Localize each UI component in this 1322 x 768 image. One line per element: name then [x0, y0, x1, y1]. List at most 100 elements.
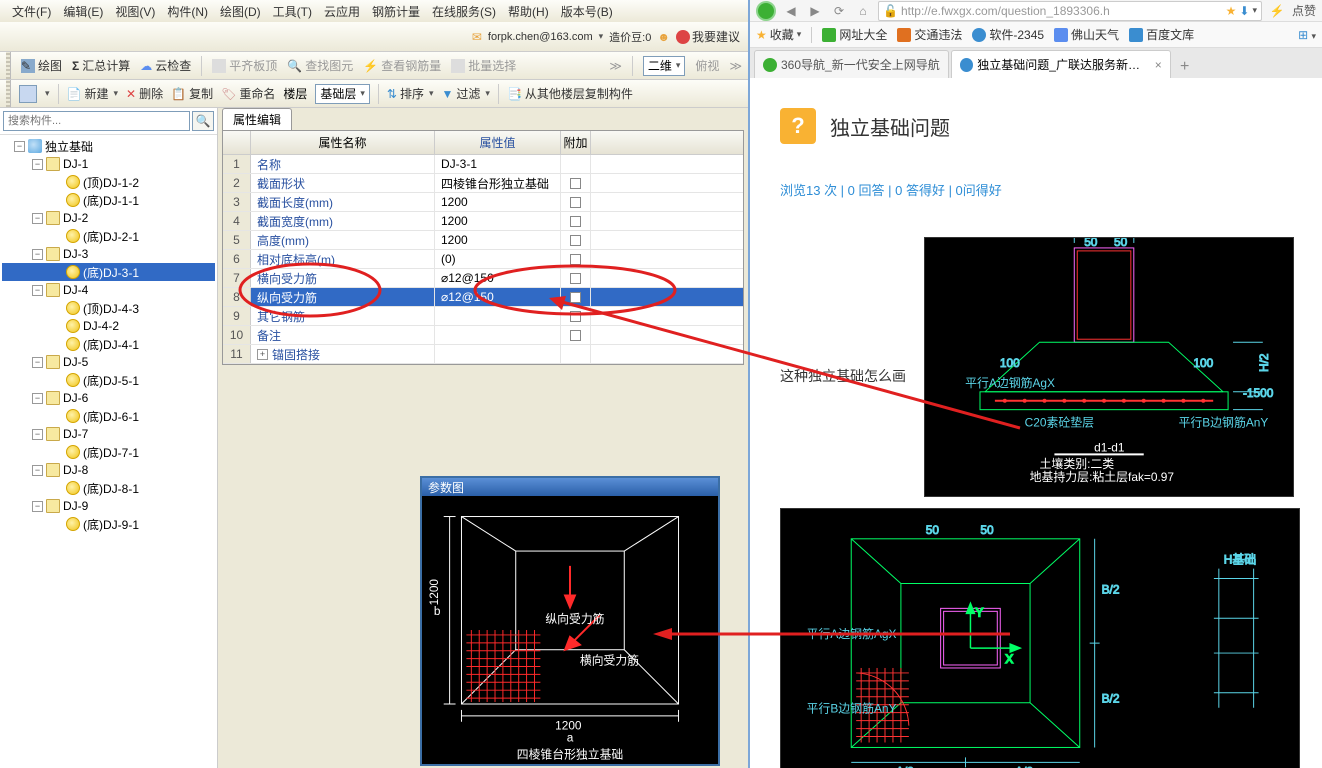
copy-from-floor-button[interactable]: 📑从其他楼层复制构件 [507, 85, 633, 102]
property-row[interactable]: 10 备注 [223, 326, 743, 345]
tab-close-icon[interactable]: × [1155, 58, 1162, 72]
tree-node[interactable]: −DJ-4 [2, 281, 215, 299]
checkbox[interactable] [570, 235, 581, 246]
web-page[interactable]: ? 独立基础问题 浏览13 次 | 0 回答 | 0 答得好 | 0问得好 这种… [750, 78, 1322, 768]
home-button[interactable]: ⌂ [854, 2, 872, 20]
star-icon[interactable]: ★ [1226, 4, 1237, 18]
tree-node[interactable]: −DJ-2 [2, 209, 215, 227]
menu-item[interactable]: 版本号(B) [557, 1, 617, 22]
tree-node[interactable]: (底)DJ-7-1 [2, 443, 215, 461]
forward-button[interactable]: ▶ [806, 2, 824, 20]
view-rebar-button[interactable]: ⚡查看钢筋量 [363, 57, 441, 74]
menu-item[interactable]: 编辑(E) [59, 1, 107, 22]
checkbox[interactable] [570, 273, 581, 284]
view-mode-select[interactable]: 二维 [643, 56, 686, 76]
download-icon[interactable]: ⬇ [1239, 4, 1249, 18]
sort-button[interactable]: ⇅排序▾ [387, 85, 434, 102]
panel-icon[interactable] [19, 85, 37, 103]
flat-top-button[interactable]: 平齐板顶 [212, 57, 277, 74]
checkbox[interactable] [570, 292, 581, 303]
checkbox[interactable] [570, 311, 581, 322]
property-row[interactable]: 11 +锚固搭接 [223, 345, 743, 364]
tree-node[interactable]: (底)DJ-1-1 [2, 191, 215, 209]
menu-item[interactable]: 构件(N) [163, 1, 212, 22]
checkbox[interactable] [570, 330, 581, 341]
col-header-value[interactable]: 属性值 [435, 131, 561, 154]
tree-node[interactable]: −DJ-9 [2, 497, 215, 515]
tree-node[interactable]: −DJ-5 [2, 353, 215, 371]
tree-node[interactable]: (顶)DJ-4-3 [2, 299, 215, 317]
menu-item[interactable]: 视图(V) [111, 1, 159, 22]
tree-node[interactable]: −DJ-7 [2, 425, 215, 443]
sum-button[interactable]: Σ汇总计算 [72, 57, 130, 74]
checkbox[interactable] [570, 178, 581, 189]
property-row[interactable]: 5 高度(mm) 1200 [223, 231, 743, 250]
find-elem-button[interactable]: 🔍查找图元 [287, 57, 353, 74]
menu-item[interactable]: 钢筋计量 [368, 1, 424, 22]
draw-button[interactable]: ✎绘图 [21, 57, 62, 74]
flash-icon[interactable]: ⚡ [1268, 2, 1286, 20]
tree-node[interactable]: −DJ-1 [2, 155, 215, 173]
properties-tab[interactable]: 属性编辑 [222, 108, 292, 130]
menu-item[interactable]: 绘图(D) [216, 1, 265, 22]
menu-item[interactable]: 工具(T) [269, 1, 316, 22]
like-label[interactable]: 点赞 [1292, 2, 1316, 19]
tree-node[interactable]: (底)DJ-2-1 [2, 227, 215, 245]
property-row[interactable]: 8 纵向受力筋 ⌀12@150 [223, 288, 743, 307]
browser-tab-active[interactable]: 独立基础问题_广联达服务新干线 × [951, 50, 1171, 78]
copy-button[interactable]: 📋复制 [171, 85, 213, 102]
property-row[interactable]: 3 截面长度(mm) 1200 [223, 193, 743, 212]
property-row[interactable]: 4 截面宽度(mm) 1200 [223, 212, 743, 231]
reload-button[interactable]: ⟳ [830, 2, 848, 20]
checkbox[interactable] [570, 254, 581, 265]
tree-node[interactable]: (底)DJ-9-1 [2, 515, 215, 533]
bookmark-item[interactable]: 网址大全 [822, 26, 887, 43]
suggest-link[interactable]: 我要建议 [676, 28, 740, 45]
tree-node[interactable]: −DJ-3 [2, 245, 215, 263]
new-tab-button[interactable]: + [1173, 56, 1197, 78]
property-row[interactable]: 2 截面形状 四棱锥台形独立基础 [223, 174, 743, 193]
cloud-check-button[interactable]: ☁云检查 [140, 57, 191, 74]
favorites-button[interactable]: ★收藏▾ [756, 26, 801, 43]
property-row[interactable]: 6 相对底标高(m) (0) [223, 250, 743, 269]
tree-node[interactable]: −DJ-6 [2, 389, 215, 407]
tree-node[interactable]: DJ-4-2 [2, 317, 215, 335]
bookmark-item[interactable]: 软件-2345 [972, 26, 1044, 43]
checkbox[interactable] [570, 197, 581, 208]
tree-node[interactable]: (顶)DJ-1-2 [2, 173, 215, 191]
browser-tab[interactable]: 360导航_新一代安全上网导航 [754, 50, 949, 78]
tree-node[interactable]: −独立基础 [2, 137, 215, 155]
property-row[interactable]: 1 名称 DJ-3-1 [223, 155, 743, 174]
search-input[interactable] [3, 111, 190, 131]
tree-node[interactable]: (底)DJ-8-1 [2, 479, 215, 497]
tree-node[interactable]: (底)DJ-6-1 [2, 407, 215, 425]
bookmark-item[interactable]: 交通违法 [897, 26, 962, 43]
floor-select[interactable]: 基础层 [315, 84, 370, 104]
apps-icon[interactable]: ⊞ ▾ [1298, 28, 1316, 42]
property-row[interactable]: 9 其它钢筋 [223, 307, 743, 326]
tree-node[interactable]: −DJ-8 [2, 461, 215, 479]
property-row[interactable]: 7 横向受力筋 ⌀12@150 [223, 269, 743, 288]
new-button[interactable]: 📄新建▾ [67, 85, 119, 102]
bookmark-item[interactable]: 百度文库 [1129, 26, 1194, 43]
menu-item[interactable]: 云应用 [320, 1, 364, 22]
filter-button[interactable]: ▼过滤▾ [442, 85, 490, 102]
col-header-extra[interactable]: 附加 [561, 131, 591, 154]
rename-button[interactable]: 🏷重命名 [221, 85, 275, 102]
bookmark-item[interactable]: 佛山天气 [1054, 26, 1119, 43]
search-button[interactable]: 🔍 [192, 111, 214, 131]
component-tree[interactable]: −独立基础−DJ-1(顶)DJ-1-2(底)DJ-1-1−DJ-2(底)DJ-2… [0, 135, 217, 768]
menu-item[interactable]: 在线服务(S) [428, 1, 500, 22]
toolbar-grip[interactable] [6, 52, 11, 79]
toolbar-grip[interactable] [6, 80, 11, 107]
batch-select-button[interactable]: 批量选择 [451, 57, 516, 74]
menu-item[interactable]: 帮助(H) [504, 1, 553, 22]
menu-item[interactable]: 文件(F) [8, 1, 55, 22]
tree-node[interactable]: (底)DJ-4-1 [2, 335, 215, 353]
tree-node[interactable]: (底)DJ-5-1 [2, 371, 215, 389]
url-bar[interactable]: 🔓 http://e.fwxgx.com/question_1893306.h … [878, 1, 1262, 21]
delete-button[interactable]: ✕删除 [126, 85, 163, 102]
checkbox[interactable] [570, 216, 581, 227]
overview-button[interactable]: 俯视 [695, 57, 719, 74]
tree-node[interactable]: (底)DJ-3-1 [2, 263, 215, 281]
